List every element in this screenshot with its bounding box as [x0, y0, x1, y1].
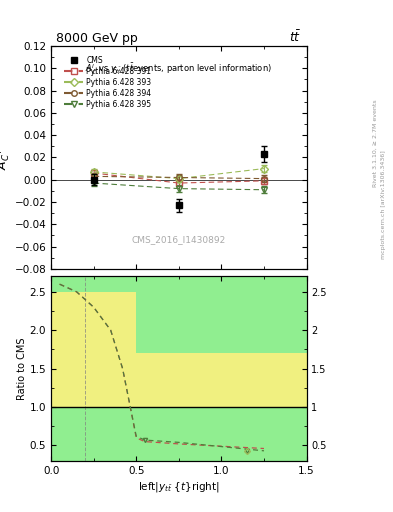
Text: CMS_2016_I1430892: CMS_2016_I1430892: [132, 236, 226, 244]
Text: Rivet 3.1.10, ≥ 2.7M events: Rivet 3.1.10, ≥ 2.7M events: [373, 99, 378, 187]
Text: $t\bar{t}$: $t\bar{t}$: [289, 29, 301, 45]
Text: $A_C^l$ vs $y_{t\bar{t}}$ ($t\bar{t}$events, parton level information): $A_C^l$ vs $y_{t\bar{t}}$ ($t\bar{t}$eve…: [85, 61, 272, 77]
X-axis label: $\mathrm{left}|y_{t\bar{t}}\ \{t\}\mathrm{right}|$: $\mathrm{left}|y_{t\bar{t}}\ \{t\}\mathr…: [138, 480, 220, 494]
Text: 8000 GeV pp: 8000 GeV pp: [56, 32, 138, 45]
Bar: [51, 292, 136, 407]
Bar: [136, 353, 307, 407]
Legend: CMS, Pythia 6.428 391, Pythia 6.428 393, Pythia 6.428 394, Pythia 6.428 395: CMS, Pythia 6.428 391, Pythia 6.428 393,…: [62, 54, 153, 110]
Y-axis label: $A_C^{lep}$: $A_C^{lep}$: [0, 145, 12, 170]
Text: mcplots.cern.ch [arXiv:1306.3436]: mcplots.cern.ch [arXiv:1306.3436]: [381, 151, 386, 259]
Y-axis label: Ratio to CMS: Ratio to CMS: [17, 337, 27, 400]
